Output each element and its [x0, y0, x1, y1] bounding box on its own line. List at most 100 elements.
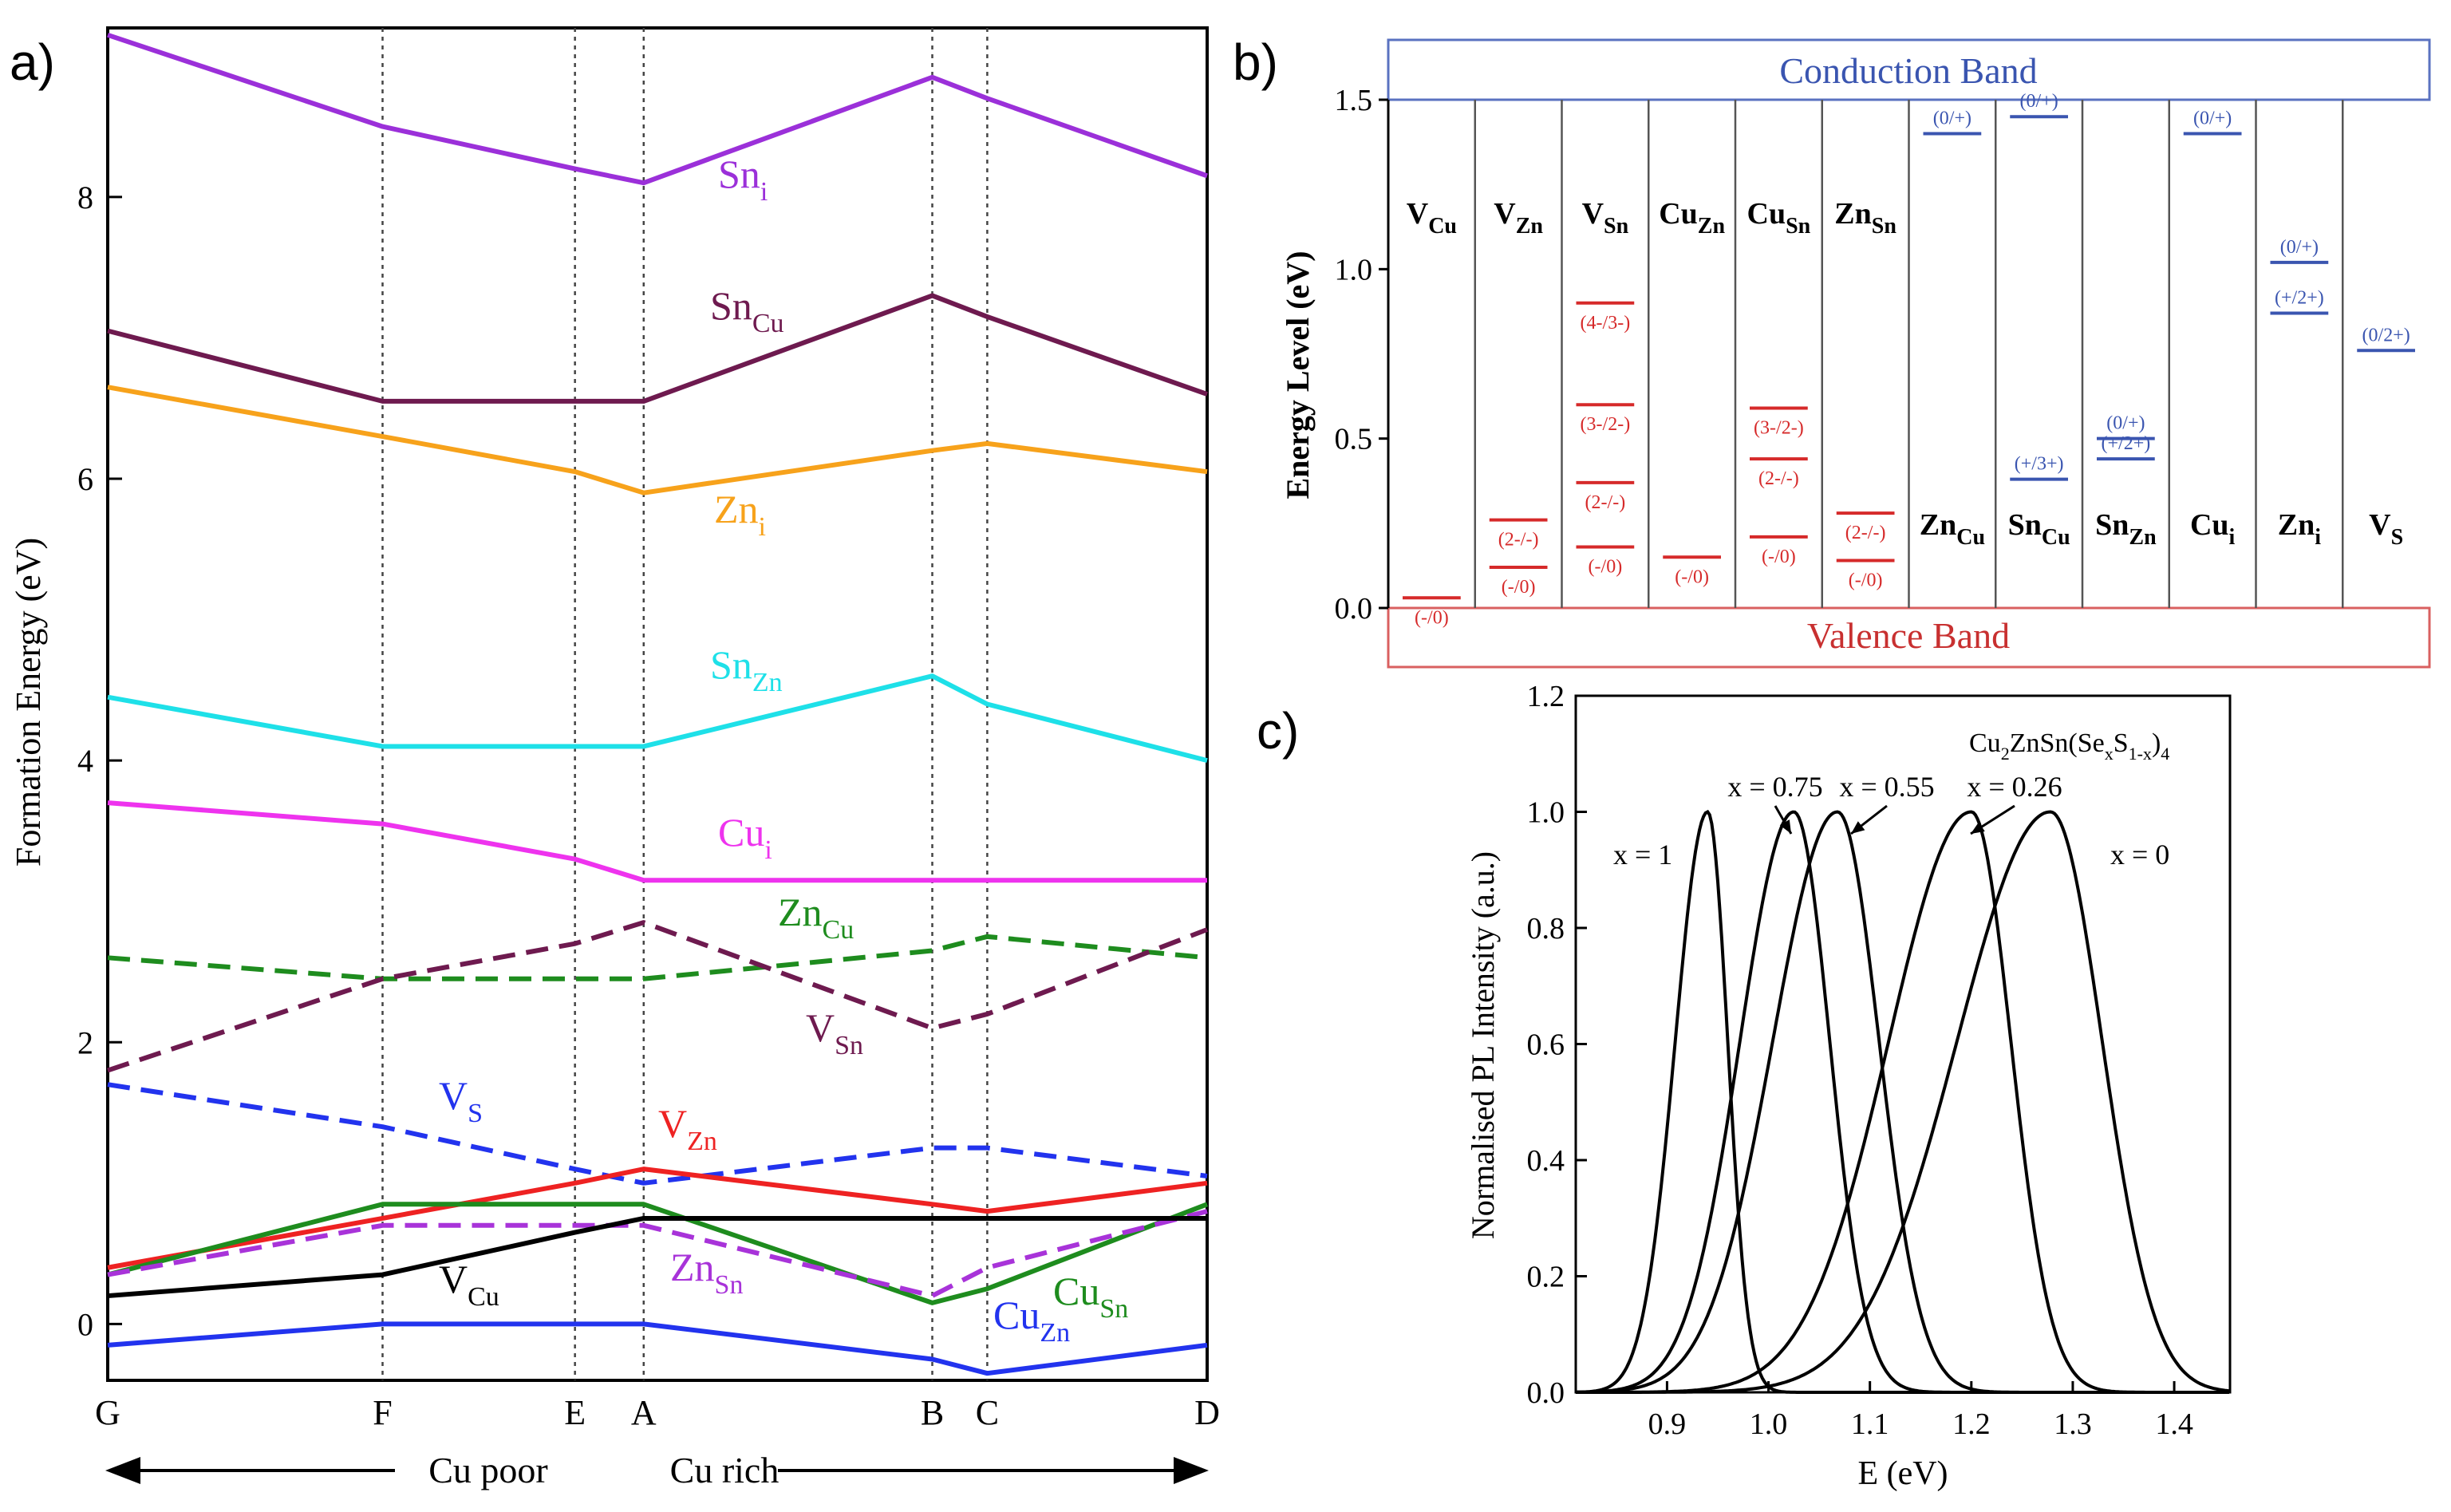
label-zn-sn: ZnSn: [670, 1245, 743, 1300]
label-sub: Zn: [687, 1127, 717, 1156]
label-main: Cu: [1053, 1269, 1099, 1313]
series-zn-i: [107, 385, 1208, 495]
c-x-tick-1-1: 1.1: [1851, 1407, 1889, 1441]
formula-1-x-sub: 1-x: [2129, 744, 2152, 764]
defect-main: V: [1582, 197, 1604, 231]
level-label: (0/+): [2280, 237, 2319, 258]
panel-c-label: c): [1257, 702, 1299, 760]
label-sub: Sn: [835, 1031, 863, 1060]
y-tick-0: 0: [77, 1306, 93, 1342]
series-cu-i: [107, 800, 1207, 883]
label-zn-cu: ZnCu: [778, 890, 854, 945]
defect-sub: Zn: [2129, 525, 2157, 550]
conduction-band-label: Conduction Band: [1779, 50, 2037, 91]
region-arrows: Cu poor Cu rich: [105, 1450, 1209, 1490]
defect-main: Sn: [2095, 508, 2129, 542]
series-v-zn: [107, 1167, 1208, 1270]
c-y-tick-0-8: 0.8: [1527, 912, 1565, 945]
level-label: (2-/-): [1758, 468, 1799, 489]
defect-sub: Zn: [1698, 214, 1726, 239]
defect-main: Sn: [2008, 508, 2042, 542]
defect-v-sn: VSn: [1582, 197, 1629, 239]
b-y-tick-1-5: 1.5: [1335, 84, 1373, 117]
series-cu-zn: [107, 1321, 1208, 1376]
panel-a-y-axis-label: Formation Energy (eV): [9, 538, 48, 867]
formula-cu-sub: 2: [2001, 744, 2010, 764]
panel-c-formula: Cu2ZnSn(SexS1-x)4: [1969, 728, 2169, 764]
pl-curve-x-0-75: [1576, 810, 2229, 1394]
defect-sn-cu: SnCu: [2008, 508, 2070, 550]
c-y-tick-0-6: 0.6: [1527, 1028, 1565, 1062]
label-sn-i: Sni: [718, 152, 768, 207]
defect-cu-sn: CuSn: [1747, 197, 1811, 239]
defect-zn-cu: ZnCu: [1920, 508, 1985, 550]
formula-4-sub: 4: [2161, 744, 2169, 764]
pl-curve-x-1: [1576, 809, 2229, 1394]
label-main: V: [806, 1005, 835, 1050]
x-tick-a: A: [631, 1393, 657, 1432]
c-y-tick-0-4: 0.4: [1527, 1144, 1565, 1178]
c-x-tick-0-9: 0.9: [1648, 1407, 1687, 1441]
curve-label-x-0-55: x = 0.55: [1839, 771, 1934, 803]
defect-main: Zn: [1834, 197, 1871, 231]
level-label: (+/3+): [2015, 454, 2064, 475]
defect-main: Cu: [1747, 197, 1786, 231]
label-main: Cu: [993, 1293, 1040, 1337]
defect-sub: i: [2315, 525, 2321, 550]
defect-sub: Sn: [1872, 214, 1897, 239]
label-sn-cu: SnCu: [710, 283, 784, 338]
label-main: Sn: [710, 642, 752, 687]
label-v-s: VS: [439, 1073, 483, 1128]
series-sn-zn: [107, 673, 1208, 764]
x-tick-c: C: [976, 1393, 999, 1432]
series-zn-sn: [107, 1209, 1208, 1299]
level-label: (-/0): [1849, 570, 1883, 591]
c-y-tick-0-2: 0.2: [1527, 1261, 1565, 1294]
formula-cu: Cu: [1969, 728, 2001, 758]
curve-label-x-0-26: x = 0.26: [1967, 771, 2062, 803]
level-label: (0/2+): [2362, 325, 2410, 345]
label-main: Zn: [778, 890, 823, 934]
level-label: (2-/-): [1585, 492, 1626, 513]
panel-b-y-axis-label: Energy Level (eV): [1280, 251, 1316, 499]
level-label: (2-/-): [1845, 523, 1886, 543]
c-y-tick-1-0: 1.0: [1527, 796, 1565, 830]
x-tick-b: B: [921, 1393, 944, 1432]
label-sub: Cu: [752, 309, 784, 338]
label-sub: S: [468, 1099, 483, 1128]
defect-main: V: [1407, 197, 1429, 231]
formula-x-sub: x: [2105, 744, 2114, 764]
defect-main: Zn: [2278, 508, 2315, 542]
curve-label-arrowhead: [1971, 822, 1985, 834]
label-main: V: [439, 1257, 468, 1301]
panel-a-label: a): [10, 34, 55, 91]
pl-curve-x-0-55: [1576, 810, 2229, 1394]
b-y-tick-1-0: 1.0: [1335, 253, 1373, 286]
level-label: (3-/2-): [1581, 414, 1631, 435]
level-label: (0/+): [1933, 108, 1971, 128]
cu-poor-arrowhead: [105, 1457, 140, 1484]
curve-label-arrowhead: [1779, 819, 1791, 834]
c-x-tick-1-0: 1.0: [1750, 1407, 1788, 1441]
level-label: (0/+): [2106, 413, 2145, 434]
defect-main: Zn: [1920, 508, 1956, 542]
level-label: (0/+): [2193, 108, 2232, 128]
curve-label-x-0-75: x = 0.75: [1727, 771, 1822, 803]
label-v-zn: VZn: [658, 1101, 717, 1156]
pl-curve-x-0-26: [1576, 810, 2229, 1394]
label-main: V: [439, 1073, 468, 1118]
level-label: (-/0): [1675, 567, 1709, 587]
cu-poor-label: Cu poor: [428, 1450, 548, 1490]
series-zn-cu: [107, 934, 1208, 981]
pl-curve-x-0: [1576, 810, 2229, 1394]
curve-label-x-1: x = 1: [1613, 839, 1672, 870]
c-x-tick-1-3: 1.3: [2054, 1407, 2092, 1441]
y-tick-4: 4: [77, 743, 93, 779]
label-cu-sn: CuSn: [1053, 1269, 1128, 1324]
label-sub: i: [759, 512, 766, 542]
label-v-cu: VCu: [439, 1257, 499, 1312]
label-v-sn: VSn: [806, 1005, 863, 1060]
series-cu-sn: [107, 1202, 1209, 1305]
label-main: Sn: [710, 283, 752, 328]
